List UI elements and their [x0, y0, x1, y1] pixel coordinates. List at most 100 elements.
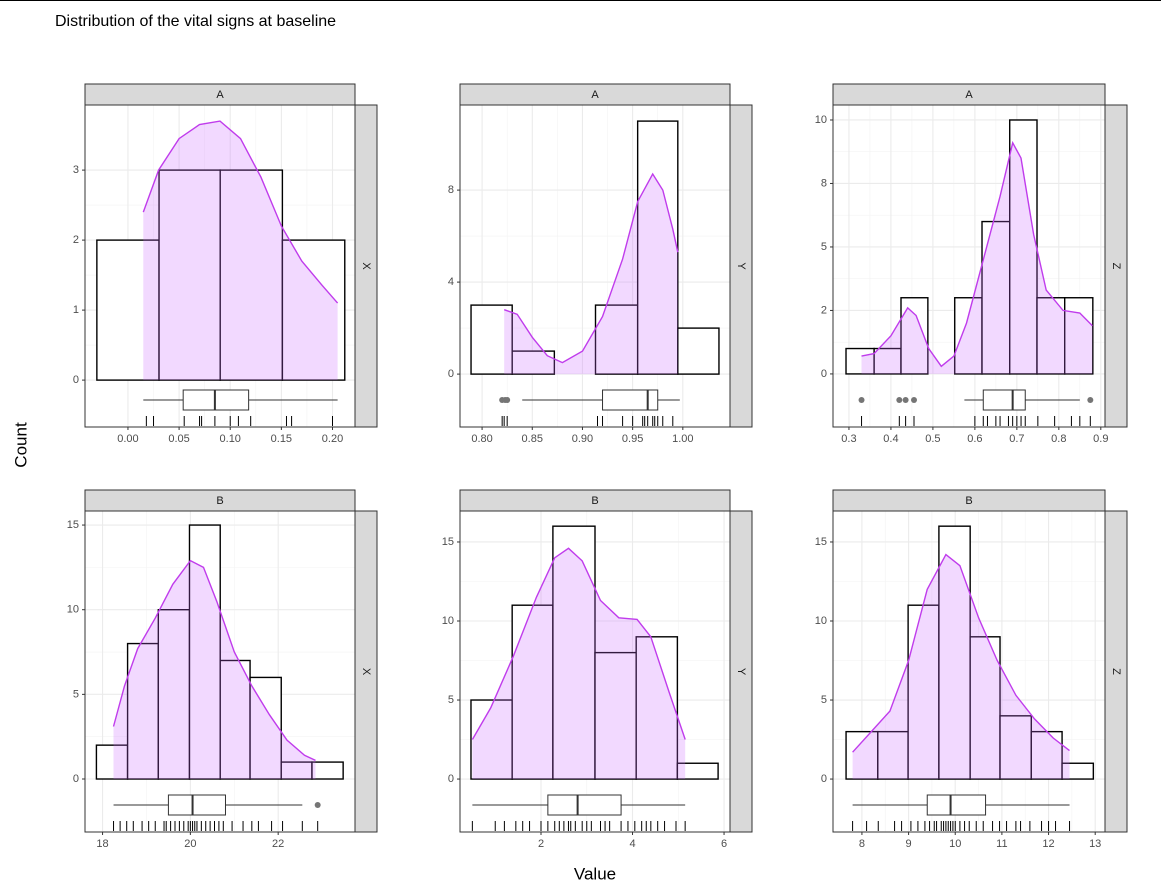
facet-label: Z [1110, 263, 1122, 270]
density-area [861, 142, 1093, 374]
histogram-bar [511, 350, 556, 375]
x-tick-label: 9 [906, 838, 912, 850]
facet-strip [354, 510, 378, 833]
facet-label: B [965, 495, 972, 507]
density-line [142, 120, 339, 304]
x-tick-label: 18 [96, 838, 108, 850]
x-tick-label: 13 [1089, 838, 1101, 850]
histogram-bar [249, 676, 282, 780]
y-tick-label: 5 [73, 688, 79, 700]
y-tick-label: 0 [448, 368, 454, 380]
y-tick-label: 0 [821, 368, 827, 380]
density-line [861, 140, 1093, 368]
x-tick-label: 0.80 [471, 433, 492, 445]
panel-background [460, 105, 730, 427]
box-outlier [1087, 397, 1094, 403]
facet-label: B [591, 495, 598, 507]
histogram-bar [96, 239, 160, 381]
facet-label: Z [1110, 668, 1122, 675]
y-axis-label: Count [11, 422, 30, 468]
density-area [143, 121, 338, 381]
facet-strip [832, 83, 1106, 106]
box-outlier [911, 397, 918, 403]
box-body [926, 794, 987, 816]
x-tick-label: 2 [538, 838, 544, 850]
density-line [471, 547, 686, 740]
density-line [112, 559, 316, 762]
box-outlier [314, 802, 321, 808]
facet-label: X [360, 262, 372, 270]
y-tick-label: 5 [821, 694, 827, 706]
x-axis-label: Value [574, 864, 616, 883]
histogram-bar [95, 744, 129, 780]
box-outlier [896, 397, 903, 403]
box-body [982, 389, 1026, 411]
histogram-bar [677, 327, 720, 375]
facet-label: Y [735, 668, 747, 676]
facet-label: X [360, 668, 372, 676]
x-tick-label: 11 [996, 838, 1007, 850]
y-tick-label: 3 [73, 164, 79, 176]
histogram-bar [126, 642, 160, 780]
facet-strip [729, 104, 753, 428]
facet-strip [729, 510, 753, 833]
histogram-bar [1061, 762, 1095, 780]
y-tick-label: 0 [73, 773, 79, 785]
histogram-bar [845, 347, 875, 375]
histogram-bar [1064, 297, 1094, 375]
facet-strip [84, 83, 356, 106]
y-tick-label: 0 [448, 773, 454, 785]
y-tick-label: 0 [821, 773, 827, 785]
density-area [113, 560, 316, 780]
facet-strip [1104, 510, 1128, 833]
facet-label: A [216, 89, 224, 101]
x-tick-label: 1.00 [672, 433, 693, 445]
density-line [852, 553, 1070, 753]
box-outlier [504, 397, 511, 403]
facet-label: A [591, 89, 599, 101]
x-tick-label: 4 [629, 838, 635, 850]
x-tick-label: 10 [949, 838, 961, 850]
y-tick-label: 5 [448, 694, 454, 706]
y-tick-label: 10 [67, 604, 79, 616]
chart-title: Distribution of the vital signs at basel… [55, 13, 336, 30]
density-line [503, 172, 679, 364]
histogram-bar [676, 762, 719, 780]
histogram-bar [511, 604, 554, 780]
histogram-bar [594, 304, 639, 375]
x-tick-label: 0.90 [572, 433, 593, 445]
histogram-bar [907, 604, 940, 780]
y-tick-label: 2 [73, 234, 79, 246]
histogram-bar [281, 239, 346, 381]
box-body [167, 794, 226, 816]
y-tick-label: 4 [448, 276, 454, 288]
y-tick-label: 10 [442, 615, 454, 627]
box-outlier [902, 397, 909, 403]
histogram-bar [311, 761, 344, 780]
facet-strip [354, 104, 378, 428]
facet-strip [84, 489, 356, 512]
histogram-bar [188, 524, 221, 780]
histogram-bar [635, 636, 679, 780]
y-tick-label: 8 [448, 184, 454, 196]
x-tick-label: 0.7 [1009, 433, 1024, 445]
histogram-bar [219, 659, 251, 780]
box-body [182, 389, 250, 411]
x-tick-label: 12 [1042, 838, 1054, 850]
histogram-bar [636, 120, 679, 375]
y-tick-label: 15 [442, 536, 454, 548]
y-tick-label: 15 [67, 519, 79, 531]
x-tick-label: 0.9 [1093, 433, 1108, 445]
facet-label: B [216, 495, 223, 507]
x-tick-label: 0.05 [168, 433, 189, 445]
x-tick-label: 0.20 [322, 433, 343, 445]
histogram-bar [969, 636, 1001, 780]
y-tick-label: 1 [73, 304, 79, 316]
y-tick-label: 8 [821, 177, 827, 189]
x-tick-label: 0.00 [117, 433, 138, 445]
panel-background [833, 105, 1105, 427]
x-tick-label: 0.85 [522, 433, 543, 445]
x-tick-label: 0.15 [271, 433, 292, 445]
